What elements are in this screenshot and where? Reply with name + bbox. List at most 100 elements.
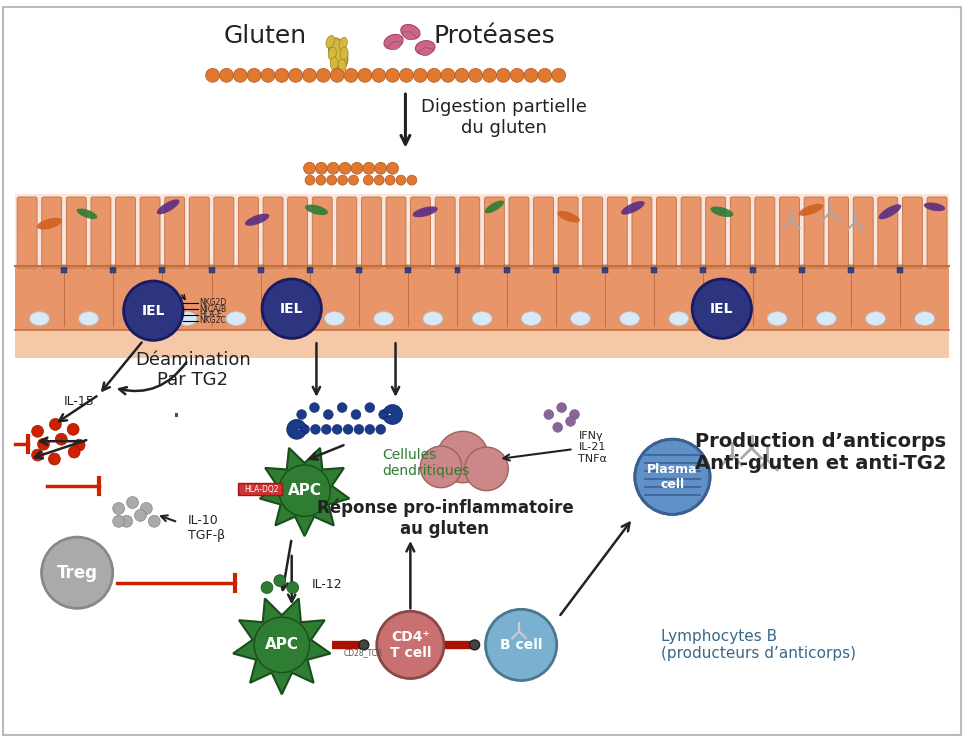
Bar [15,204,950,206]
Bar [15,220,950,222]
Circle shape [465,447,508,490]
Ellipse shape [79,312,99,326]
Circle shape [148,516,160,528]
Circle shape [220,68,233,82]
Text: B cell: B cell [500,638,543,652]
Circle shape [510,68,524,82]
Circle shape [332,424,343,434]
FancyBboxPatch shape [877,197,898,268]
FancyBboxPatch shape [288,197,307,268]
Text: IL-12: IL-12 [311,578,343,591]
Bar [15,237,950,240]
Circle shape [421,446,462,487]
FancyBboxPatch shape [730,197,751,268]
FancyBboxPatch shape [484,197,505,268]
Bar [701,265,707,269]
Circle shape [310,424,320,434]
FancyBboxPatch shape [460,197,480,268]
FancyBboxPatch shape [337,197,357,268]
Ellipse shape [177,312,197,326]
Bar [897,265,903,269]
Bar [15,198,950,200]
Bar [602,269,608,273]
Circle shape [300,424,309,434]
Circle shape [261,582,273,594]
Circle shape [315,162,327,174]
Bar [15,202,950,204]
Circle shape [297,410,306,419]
Circle shape [327,175,337,185]
Circle shape [261,68,275,82]
Polygon shape [233,599,331,695]
Circle shape [351,162,363,174]
Bar [15,246,950,247]
Circle shape [634,439,710,514]
Ellipse shape [77,209,98,219]
Bar [307,265,313,269]
Ellipse shape [245,214,269,226]
Circle shape [113,502,125,514]
Ellipse shape [341,47,348,60]
Circle shape [372,68,386,82]
Circle shape [359,640,369,650]
Bar [897,269,903,273]
Circle shape [396,175,406,185]
Circle shape [363,162,375,174]
FancyBboxPatch shape [829,197,848,268]
Ellipse shape [521,312,541,326]
Text: NKG2D: NKG2D [200,298,227,307]
Circle shape [68,446,80,458]
FancyBboxPatch shape [853,197,874,268]
Circle shape [376,424,386,434]
FancyBboxPatch shape [141,197,160,268]
Text: Production d’anticorps
Anti-gluten et anti-TG2: Production d’anticorps Anti-gluten et an… [695,432,947,473]
Bar [15,243,950,246]
Circle shape [469,640,479,650]
Circle shape [327,162,340,174]
Bar [15,211,950,214]
Text: IEL: IEL [142,303,165,318]
Bar [750,265,755,269]
Circle shape [262,279,321,338]
FancyBboxPatch shape [165,197,184,268]
Circle shape [42,537,113,608]
FancyBboxPatch shape [312,197,332,268]
Bar [798,265,804,269]
Circle shape [113,516,125,528]
Bar [15,216,950,217]
Ellipse shape [718,312,738,326]
Bar [15,200,950,202]
Circle shape [345,68,358,82]
Circle shape [73,439,85,451]
Circle shape [375,162,386,174]
Ellipse shape [915,312,935,326]
FancyBboxPatch shape [534,197,553,268]
FancyBboxPatch shape [804,197,824,268]
Circle shape [254,617,309,672]
Bar [750,269,755,273]
FancyBboxPatch shape [15,194,950,266]
FancyBboxPatch shape [115,197,136,268]
Circle shape [289,68,303,82]
FancyBboxPatch shape [927,197,947,268]
FancyBboxPatch shape [238,483,282,495]
Bar [15,214,950,216]
Bar [61,269,67,273]
Circle shape [544,410,553,419]
Circle shape [344,424,353,434]
Bar [798,269,804,273]
Text: IEL: IEL [711,302,734,315]
Circle shape [570,410,580,419]
Circle shape [56,433,67,445]
Ellipse shape [817,312,836,326]
Bar [159,269,165,273]
Ellipse shape [325,312,345,326]
Text: Treg: Treg [57,564,98,582]
FancyBboxPatch shape [780,197,799,268]
Ellipse shape [374,312,393,326]
Circle shape [556,403,567,413]
FancyBboxPatch shape [66,197,86,268]
Ellipse shape [423,312,443,326]
Bar [356,265,362,269]
Text: CD28_TCR: CD28_TCR [345,649,384,657]
